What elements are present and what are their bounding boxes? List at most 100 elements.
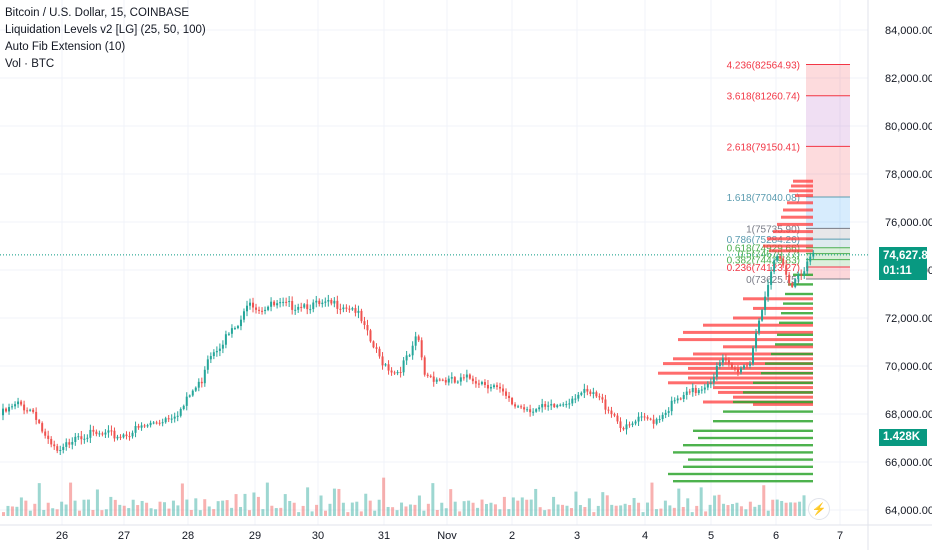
candle-body <box>86 437 89 439</box>
candle-body <box>149 422 152 426</box>
liquidation-bar-green <box>788 283 813 286</box>
volume-bar <box>230 507 234 516</box>
candle-body <box>628 424 631 426</box>
candle-body <box>116 436 119 439</box>
liquidation-bar-red <box>791 184 813 188</box>
volume-bar <box>408 504 412 516</box>
candle-body <box>788 274 791 284</box>
candle-body <box>462 377 465 379</box>
candle-body <box>697 390 700 394</box>
candle-body <box>125 434 128 437</box>
last-price-badge: 74,627.87 01:11 <box>879 247 932 280</box>
last-price-value: 74,627.87 <box>883 250 932 262</box>
candle-body <box>517 406 520 408</box>
volume-bar <box>641 512 645 516</box>
candle-body <box>574 398 577 400</box>
candle-body <box>327 299 330 302</box>
candle-body <box>688 391 691 393</box>
candle-body <box>200 381 203 384</box>
candle-body <box>306 304 309 310</box>
price-tick-label: 76,000.00 <box>885 217 932 229</box>
candle-body <box>77 436 80 438</box>
candle-body <box>282 301 285 303</box>
volume-bar <box>122 505 126 516</box>
candle-body <box>309 309 312 311</box>
candle-body <box>411 345 414 356</box>
candle-body <box>637 416 640 422</box>
candle-body <box>486 384 489 389</box>
volume-bar <box>480 499 484 516</box>
volume-bars <box>2 477 806 516</box>
volume-bar <box>435 509 439 516</box>
candle-body <box>230 328 233 334</box>
volume-bar <box>127 508 131 516</box>
legend-symbol[interactable]: Bitcoin / U.S. Dollar, 15, COINBASE <box>5 7 190 19</box>
volume-bar <box>154 509 158 516</box>
candle-body <box>167 418 170 420</box>
time-tick-label: 2 <box>509 530 515 542</box>
flash-button[interactable]: ⚡ <box>808 498 830 520</box>
volume-bar <box>42 509 46 516</box>
volume-bar <box>256 496 260 516</box>
fib-level-label: 1.618(77040.08) <box>727 193 800 204</box>
candle-body <box>164 418 167 423</box>
candle-body <box>339 308 342 310</box>
volume-bar <box>726 505 730 516</box>
volume-bar <box>82 499 86 516</box>
volume-bar <box>283 494 287 516</box>
fib-zone <box>806 95 850 147</box>
candle-body <box>396 372 399 374</box>
candle-body <box>694 387 697 394</box>
candle-body <box>38 419 41 424</box>
candle-body <box>74 436 77 442</box>
volume-bar <box>288 500 292 516</box>
legend-auto-fib[interactable]: Auto Fib Extension (10) <box>5 41 126 53</box>
fib-level-label: 0(73625.75) <box>746 275 800 286</box>
bar-countdown: 01:11 <box>883 265 912 277</box>
liquidation-bar-green <box>771 352 813 356</box>
liquidation-bar-red <box>773 230 813 234</box>
candle-body <box>267 306 270 310</box>
candle-body <box>703 387 706 390</box>
liquidation-bar-red <box>663 362 813 366</box>
liquidation-bar-red <box>777 222 813 226</box>
candle-body <box>607 409 610 411</box>
candle-body <box>303 304 306 308</box>
volume-bar <box>529 499 533 516</box>
volume-bar <box>587 498 591 516</box>
candle-body <box>188 395 191 397</box>
candle-body <box>532 411 535 413</box>
price-tick-label: 70,000.00 <box>885 361 932 373</box>
volume-bar <box>789 502 793 516</box>
volume-bar <box>650 482 654 516</box>
liquidation-bar-red <box>723 345 813 349</box>
candle-body <box>2 408 5 416</box>
volume-bar <box>413 504 417 516</box>
candle-body <box>68 442 71 445</box>
liquidation-bar-green <box>777 333 813 336</box>
volume-bar <box>301 505 305 516</box>
liquidation-bar-green <box>779 321 813 324</box>
candle-body <box>236 326 239 329</box>
price-tick-label: 66,000.00 <box>885 457 932 469</box>
volume-bar <box>748 501 752 516</box>
candle-body <box>670 400 673 412</box>
volume-bar <box>775 499 779 516</box>
candle-body <box>553 404 556 408</box>
liquidation-bar-green <box>668 472 813 476</box>
candle-body <box>399 372 402 374</box>
volume-bar <box>793 502 797 516</box>
liquidation-bar-red <box>688 376 813 380</box>
candle-body <box>56 446 59 451</box>
volume-bar <box>681 506 685 516</box>
candle-body <box>59 449 62 451</box>
legend-volume[interactable]: Vol · BTC <box>5 58 55 70</box>
liquidation-bar-red <box>793 179 813 183</box>
legend-liquidation-levels[interactable]: Liquidation Levels v2 [LG] (25, 50, 100) <box>5 24 206 36</box>
volume-bar <box>163 502 166 516</box>
volume-bar <box>578 505 582 516</box>
volume-bar <box>261 509 265 516</box>
candle-body <box>285 301 288 303</box>
volume-bar <box>346 512 350 516</box>
